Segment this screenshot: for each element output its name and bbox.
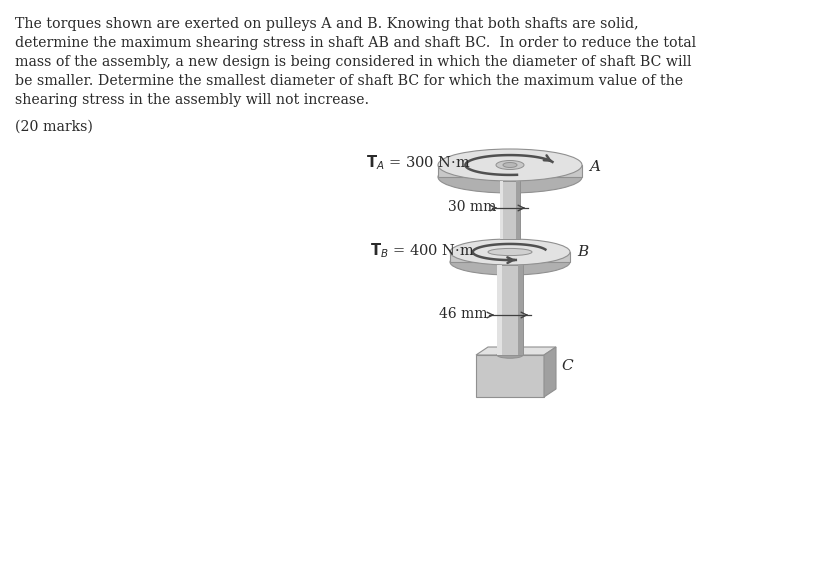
Ellipse shape bbox=[450, 249, 569, 275]
Polygon shape bbox=[496, 265, 501, 355]
Text: be smaller. Determine the smallest diameter of shaft BC for which the maximum va: be smaller. Determine the smallest diame… bbox=[15, 74, 682, 88]
Text: $\mathbf{T}_A$ = 300 N·m: $\mathbf{T}_A$ = 300 N·m bbox=[365, 154, 470, 172]
Ellipse shape bbox=[437, 161, 581, 193]
Polygon shape bbox=[475, 355, 543, 397]
Text: determine the maximum shearing stress in shaft AB and shaft BC.  In order to red: determine the maximum shearing stress in… bbox=[15, 36, 695, 50]
Text: A: A bbox=[588, 160, 600, 174]
Text: (20 marks): (20 marks) bbox=[15, 120, 93, 134]
Polygon shape bbox=[500, 181, 503, 239]
Polygon shape bbox=[496, 265, 523, 355]
Ellipse shape bbox=[487, 249, 532, 255]
Polygon shape bbox=[516, 181, 519, 239]
Text: B: B bbox=[577, 245, 587, 259]
Polygon shape bbox=[518, 265, 523, 355]
Polygon shape bbox=[450, 252, 569, 262]
Ellipse shape bbox=[502, 163, 516, 167]
Text: shearing stress in the assembly will not increase.: shearing stress in the assembly will not… bbox=[15, 93, 369, 107]
Ellipse shape bbox=[496, 352, 523, 358]
Polygon shape bbox=[475, 347, 555, 355]
Text: 46 mm: 46 mm bbox=[438, 307, 487, 321]
Ellipse shape bbox=[495, 160, 523, 170]
Polygon shape bbox=[500, 181, 519, 239]
Ellipse shape bbox=[437, 149, 581, 181]
Text: C: C bbox=[560, 359, 572, 373]
Ellipse shape bbox=[450, 239, 569, 265]
Text: mass of the assembly, a new design is being considered in which the diameter of : mass of the assembly, a new design is be… bbox=[15, 55, 690, 69]
Text: $\mathbf{T}_B$ = 400 N·m: $\mathbf{T}_B$ = 400 N·m bbox=[369, 242, 474, 260]
Polygon shape bbox=[543, 347, 555, 397]
Text: The torques shown are exerted on pulleys A and B. Knowing that both shafts are s: The torques shown are exerted on pulleys… bbox=[15, 17, 638, 31]
Polygon shape bbox=[437, 165, 581, 177]
Text: 30 mm: 30 mm bbox=[447, 200, 495, 214]
